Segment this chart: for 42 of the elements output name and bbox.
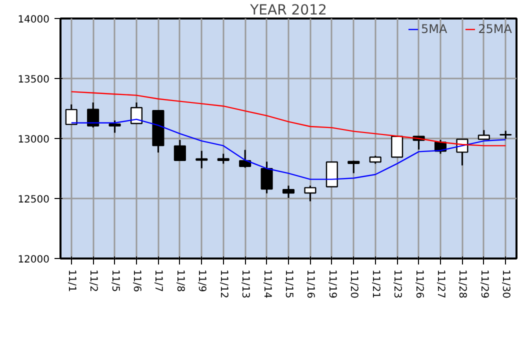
candlestick: [478, 129, 490, 140]
x-tick-label: 11/9: [196, 270, 208, 292]
x-tick-label: 11/30: [500, 270, 512, 298]
y-tick-label: 14000: [18, 14, 50, 26]
y-tick-label: 13500: [18, 74, 50, 86]
y-tick-label: 12500: [18, 194, 50, 206]
candlestick: [348, 160, 360, 174]
x-tick-label: 11/19: [326, 270, 338, 298]
y-tick-label: 13000: [18, 134, 50, 146]
x-tick-label: 11/8: [174, 270, 186, 292]
chart-title: YEAR 2012: [249, 2, 327, 18]
x-tick-label: 11/20: [348, 270, 360, 298]
candlestick: [130, 102, 143, 124]
candlestick: [87, 102, 100, 128]
candlestick: [260, 160, 273, 194]
x-tick-label: 11/12: [218, 270, 229, 298]
candlestick: [282, 184, 295, 199]
candlestick: [239, 149, 252, 168]
x-tick-label: 11/14: [261, 270, 272, 298]
y-tick-label: 12000: [18, 254, 50, 266]
x-tick-label: 11/15: [283, 270, 294, 298]
candlestick: [391, 136, 404, 158]
x-tick-label: 11/21: [370, 270, 381, 298]
x-tick-label: 11/16: [304, 270, 316, 298]
candlestick: [217, 152, 230, 164]
candlestick: [304, 184, 316, 202]
x-tick-label: 11/6: [131, 270, 142, 292]
x-tick-label: 11/29: [478, 270, 490, 298]
x-tick-label: 11/23: [392, 270, 403, 298]
legend-label: 5MA: [420, 22, 448, 36]
x-tick-label: 11/13: [240, 270, 251, 298]
x-tick-label: 11/28: [456, 270, 468, 298]
x-tick-label: 11/26: [413, 270, 424, 298]
candlestick: [65, 104, 78, 126]
legend-label: 25MA: [478, 22, 512, 36]
candlestick: [108, 120, 121, 134]
x-tick-label: 11/7: [152, 270, 164, 292]
x-tick-label: 11/27: [435, 270, 446, 298]
x-tick-label: 11/1: [66, 270, 77, 292]
candlestick: [174, 139, 186, 162]
x-tick-label: 11/5: [109, 270, 120, 292]
x-tick-label: 11/2: [88, 270, 99, 292]
